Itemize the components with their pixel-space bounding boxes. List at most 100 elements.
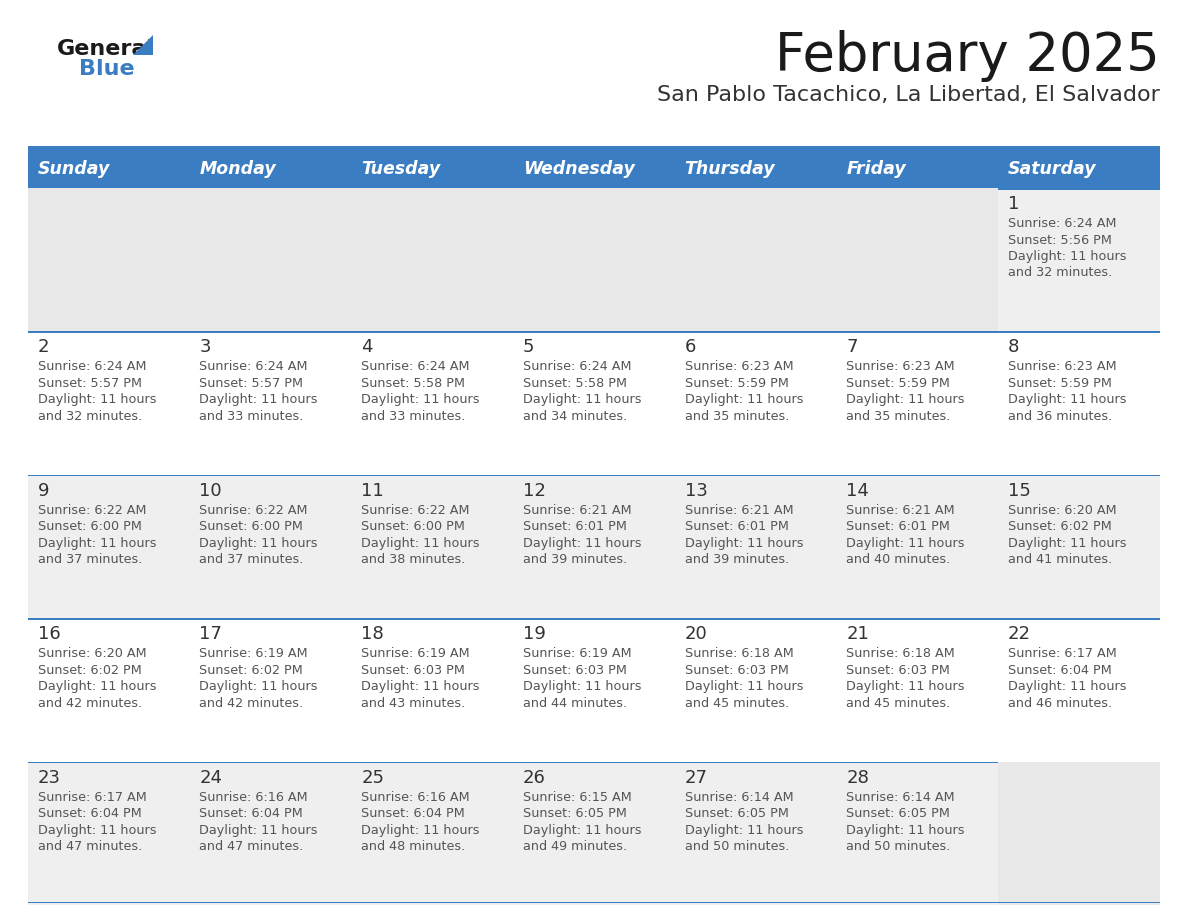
Text: Daylight: 11 hours: Daylight: 11 hours <box>1007 394 1126 407</box>
Bar <box>836 188 998 331</box>
Text: Daylight: 11 hours: Daylight: 11 hours <box>361 680 480 693</box>
Bar <box>29 188 1159 331</box>
Text: Sunrise: 6:16 AM: Sunrise: 6:16 AM <box>361 790 469 803</box>
Text: Sunset: 6:04 PM: Sunset: 6:04 PM <box>1007 664 1112 677</box>
Text: 13: 13 <box>684 482 707 499</box>
Text: 21: 21 <box>846 625 870 644</box>
Bar <box>29 618 1159 620</box>
Text: Daylight: 11 hours: Daylight: 11 hours <box>1007 250 1126 263</box>
Text: Sunrise: 6:18 AM: Sunrise: 6:18 AM <box>846 647 955 660</box>
Text: and 50 minutes.: and 50 minutes. <box>846 840 950 853</box>
Text: 6: 6 <box>684 339 696 356</box>
Text: Sunset: 6:03 PM: Sunset: 6:03 PM <box>361 664 465 677</box>
Text: 28: 28 <box>846 768 870 787</box>
Text: Daylight: 11 hours: Daylight: 11 hours <box>38 394 156 407</box>
Text: Sunrise: 6:17 AM: Sunrise: 6:17 AM <box>1007 647 1117 660</box>
Text: 10: 10 <box>200 482 222 499</box>
Text: 7: 7 <box>846 339 858 356</box>
Text: Daylight: 11 hours: Daylight: 11 hours <box>523 823 642 836</box>
Text: 24: 24 <box>200 768 222 787</box>
Text: Daylight: 11 hours: Daylight: 11 hours <box>684 680 803 693</box>
Text: Sunrise: 6:20 AM: Sunrise: 6:20 AM <box>38 647 146 660</box>
Text: Sunset: 5:57 PM: Sunset: 5:57 PM <box>200 377 303 390</box>
Text: and 37 minutes.: and 37 minutes. <box>200 554 304 566</box>
Bar <box>29 331 1159 475</box>
Text: and 47 minutes.: and 47 minutes. <box>200 840 304 853</box>
Text: 12: 12 <box>523 482 545 499</box>
Text: and 43 minutes.: and 43 minutes. <box>361 697 466 710</box>
Text: 1: 1 <box>1007 195 1019 213</box>
Bar <box>29 146 1159 150</box>
Text: Sunset: 6:04 PM: Sunset: 6:04 PM <box>200 807 303 820</box>
Text: Daylight: 11 hours: Daylight: 11 hours <box>1007 680 1126 693</box>
Text: Daylight: 11 hours: Daylight: 11 hours <box>523 537 642 550</box>
Text: Daylight: 11 hours: Daylight: 11 hours <box>846 680 965 693</box>
Text: Sunrise: 6:24 AM: Sunrise: 6:24 AM <box>200 361 308 374</box>
Text: Sunrise: 6:23 AM: Sunrise: 6:23 AM <box>846 361 955 374</box>
Text: Daylight: 11 hours: Daylight: 11 hours <box>200 823 318 836</box>
Text: and 42 minutes.: and 42 minutes. <box>38 697 141 710</box>
Text: Sunset: 6:03 PM: Sunset: 6:03 PM <box>846 664 950 677</box>
Text: Sunset: 6:02 PM: Sunset: 6:02 PM <box>1007 521 1112 533</box>
Bar <box>513 188 675 331</box>
Text: Sunset: 6:00 PM: Sunset: 6:00 PM <box>361 521 465 533</box>
Text: 27: 27 <box>684 768 708 787</box>
Text: Sunset: 6:01 PM: Sunset: 6:01 PM <box>523 521 627 533</box>
Text: Sunset: 6:03 PM: Sunset: 6:03 PM <box>523 664 627 677</box>
Text: Sunrise: 6:21 AM: Sunrise: 6:21 AM <box>523 504 632 517</box>
Text: 3: 3 <box>200 339 211 356</box>
Text: San Pablo Tacachico, La Libertad, El Salvador: San Pablo Tacachico, La Libertad, El Sal… <box>657 85 1159 105</box>
Text: 2: 2 <box>38 339 49 356</box>
Text: and 46 minutes.: and 46 minutes. <box>1007 697 1112 710</box>
Text: Sunday: Sunday <box>38 160 110 178</box>
Text: 8: 8 <box>1007 339 1019 356</box>
Text: and 44 minutes.: and 44 minutes. <box>523 697 627 710</box>
Text: and 33 minutes.: and 33 minutes. <box>361 410 466 423</box>
Text: Sunset: 6:01 PM: Sunset: 6:01 PM <box>846 521 950 533</box>
Text: and 35 minutes.: and 35 minutes. <box>684 410 789 423</box>
Text: Blue: Blue <box>78 59 134 79</box>
Text: and 32 minutes.: and 32 minutes. <box>1007 266 1112 279</box>
Text: Sunrise: 6:16 AM: Sunrise: 6:16 AM <box>200 790 308 803</box>
Text: 23: 23 <box>38 768 61 787</box>
Text: Sunrise: 6:22 AM: Sunrise: 6:22 AM <box>361 504 469 517</box>
Text: Daylight: 11 hours: Daylight: 11 hours <box>846 537 965 550</box>
Polygon shape <box>133 35 153 55</box>
Bar <box>29 762 1159 905</box>
Text: Friday: Friday <box>846 160 906 178</box>
Text: Sunset: 5:59 PM: Sunset: 5:59 PM <box>1007 377 1112 390</box>
Bar <box>29 475 1159 618</box>
Text: Monday: Monday <box>200 160 276 178</box>
Text: 25: 25 <box>361 768 384 787</box>
Text: Sunrise: 6:21 AM: Sunrise: 6:21 AM <box>846 504 955 517</box>
Text: and 50 minutes.: and 50 minutes. <box>684 840 789 853</box>
Text: and 47 minutes.: and 47 minutes. <box>38 840 141 853</box>
Text: Sunset: 5:58 PM: Sunset: 5:58 PM <box>361 377 466 390</box>
Text: Thursday: Thursday <box>684 160 776 178</box>
Text: Daylight: 11 hours: Daylight: 11 hours <box>200 394 318 407</box>
Text: Sunrise: 6:22 AM: Sunrise: 6:22 AM <box>200 504 308 517</box>
Text: Sunset: 6:04 PM: Sunset: 6:04 PM <box>361 807 465 820</box>
Text: and 38 minutes.: and 38 minutes. <box>361 554 466 566</box>
Text: Sunset: 6:05 PM: Sunset: 6:05 PM <box>846 807 950 820</box>
Text: 15: 15 <box>1007 482 1031 499</box>
Text: and 41 minutes.: and 41 minutes. <box>1007 554 1112 566</box>
Text: Sunrise: 6:15 AM: Sunrise: 6:15 AM <box>523 790 632 803</box>
Text: Sunrise: 6:19 AM: Sunrise: 6:19 AM <box>200 647 308 660</box>
Text: and 36 minutes.: and 36 minutes. <box>1007 410 1112 423</box>
Bar <box>675 188 836 331</box>
Text: and 39 minutes.: and 39 minutes. <box>523 554 627 566</box>
Text: Sunset: 6:00 PM: Sunset: 6:00 PM <box>38 521 141 533</box>
Text: Daylight: 11 hours: Daylight: 11 hours <box>200 680 318 693</box>
Text: 16: 16 <box>38 625 61 644</box>
Text: 11: 11 <box>361 482 384 499</box>
Text: Sunset: 6:02 PM: Sunset: 6:02 PM <box>38 664 141 677</box>
Text: Daylight: 11 hours: Daylight: 11 hours <box>361 823 480 836</box>
Text: Sunrise: 6:14 AM: Sunrise: 6:14 AM <box>684 790 794 803</box>
Text: Wednesday: Wednesday <box>523 160 634 178</box>
Bar <box>998 762 1159 905</box>
Text: Sunrise: 6:14 AM: Sunrise: 6:14 AM <box>846 790 955 803</box>
Text: Sunrise: 6:18 AM: Sunrise: 6:18 AM <box>684 647 794 660</box>
Text: 18: 18 <box>361 625 384 644</box>
Text: Sunrise: 6:23 AM: Sunrise: 6:23 AM <box>684 361 794 374</box>
